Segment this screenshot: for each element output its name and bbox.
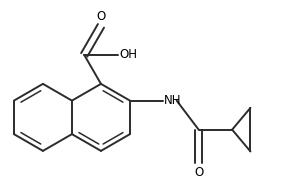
Text: O: O bbox=[194, 166, 203, 179]
Text: O: O bbox=[96, 10, 105, 23]
Text: OH: OH bbox=[120, 48, 137, 61]
Text: NH: NH bbox=[164, 94, 182, 107]
